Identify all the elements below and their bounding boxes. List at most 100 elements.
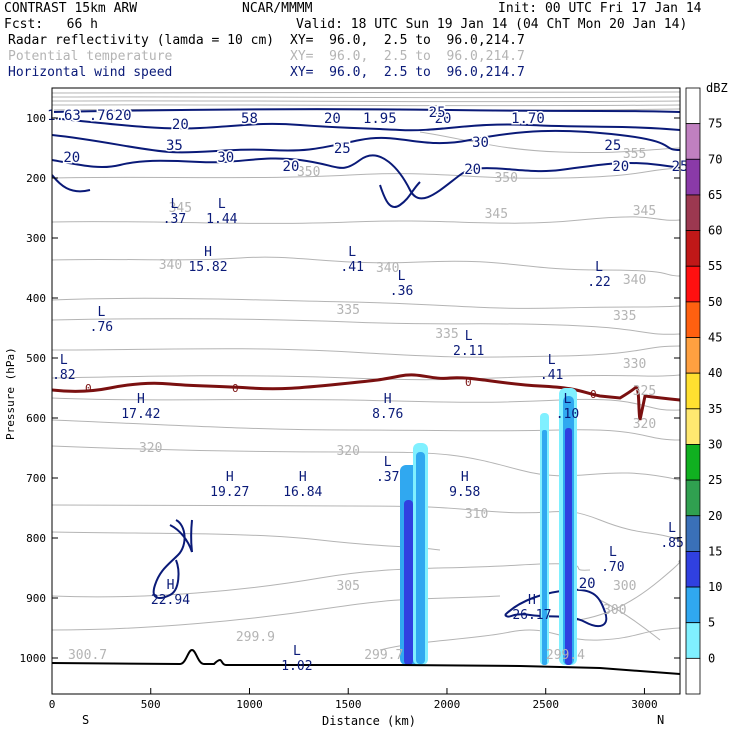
x-tick-label: 1000	[236, 698, 263, 711]
extremum-letter: H	[299, 470, 307, 485]
y-tick-label: 500	[26, 352, 46, 365]
wind-contours	[52, 108, 680, 628]
wind-label: 25	[334, 141, 351, 157]
extremum-value: .10	[556, 407, 579, 422]
y-tick-label: 700	[26, 472, 46, 485]
freezing-line	[52, 373, 680, 421]
freezing-label: 0	[590, 388, 597, 401]
wind-label: 20	[435, 111, 452, 127]
colorbar-swatch	[685, 230, 701, 267]
extremum-letter: L	[60, 353, 68, 368]
colorbar-unit: dBZ	[706, 81, 728, 95]
colorbar-label: 55	[708, 259, 722, 273]
extremum-value: 15.82	[188, 260, 227, 275]
extremum-letter: H	[204, 245, 212, 260]
extremum-value: .36	[390, 284, 413, 299]
theta-contour	[52, 318, 680, 335]
extremum-letter: L	[348, 245, 356, 260]
extremum-value: 9.58	[449, 485, 480, 500]
theta-contour	[52, 563, 591, 598]
extremum-letter: L	[668, 521, 676, 536]
extremum-letter: H	[528, 593, 536, 608]
theta-contour	[52, 96, 680, 99]
colorbar-swatch	[685, 408, 701, 445]
colorbar-label: 60	[708, 224, 722, 238]
colorbar-swatch	[685, 444, 701, 481]
extremum-value: .22	[587, 275, 610, 290]
x-tick-label: 0	[49, 698, 56, 711]
y-tick-label: 100	[26, 112, 46, 125]
extremum-value: 19.27	[210, 485, 249, 500]
extremum-letter: L	[465, 329, 473, 344]
init-time: Init: 00 UTC Fri 17 Jan 14	[498, 1, 702, 16]
extremum-value: 22.94	[151, 593, 190, 608]
wind-label: 20	[579, 576, 596, 592]
wind-contour	[504, 588, 608, 628]
colorbar-swatch	[685, 301, 701, 338]
theta-label: 300	[603, 603, 626, 618]
extremum-value: 8.76	[372, 407, 403, 422]
field-wind-name: Horizontal wind speed	[8, 65, 173, 80]
theta-label: 330	[623, 357, 646, 372]
colorbar-swatch	[685, 657, 701, 695]
colorbar-label: 45	[708, 331, 722, 345]
theta-label: 320	[139, 441, 162, 456]
reflectivity-cells	[400, 388, 577, 665]
extremum-letter: H	[167, 578, 175, 593]
wind-label: 1.95	[363, 111, 397, 127]
colorbar-label: 65	[708, 188, 722, 202]
x-tick-label: 3000	[631, 698, 658, 711]
extremum-value: .37	[163, 212, 186, 227]
wind-contour	[52, 117, 680, 132]
wind-label: 20	[324, 111, 341, 127]
model-title: CONTRAST 15km ARW	[4, 1, 138, 16]
theta-label: 320	[633, 417, 656, 432]
extremum-letter: L	[564, 392, 572, 407]
theta-contour	[52, 345, 680, 358]
theta-contour	[52, 374, 680, 381]
theta-label: 320	[336, 444, 359, 459]
y-tick-label: 600	[26, 412, 46, 425]
wind-label: 58	[241, 111, 258, 127]
theta-contour	[419, 131, 680, 154]
theta-label: 300	[613, 579, 636, 594]
x-axis-label: Distance (km)	[322, 714, 416, 728]
theta-label: 340	[376, 261, 399, 276]
theta-label: 335	[613, 309, 636, 324]
extremum-letter: L	[548, 353, 556, 368]
x-tick-label: 2000	[434, 698, 461, 711]
colorbar-swatch	[685, 479, 701, 517]
theta-contour	[52, 397, 680, 411]
theta-contour	[52, 91, 680, 94]
extremum-value: 16.84	[283, 485, 322, 500]
field-reflectivity-xy: XY= 96.0, 2.5 to 96.0,214.7	[290, 33, 525, 48]
theta-contour	[52, 419, 680, 441]
extremum-value: 17.42	[121, 407, 160, 422]
wind-label: 20	[172, 117, 189, 133]
x-tick-label: 500	[141, 698, 161, 711]
extremum-letter: L	[293, 644, 301, 659]
colorbar-swatch	[685, 622, 701, 659]
theta-label: 350	[297, 165, 320, 180]
theta-label: 299.9	[236, 630, 275, 645]
theta-contour	[599, 599, 661, 641]
freezing-level: 0 0 0 0	[52, 373, 680, 421]
y-tick-label: 400	[26, 292, 46, 305]
y-tick-label: 900	[26, 592, 46, 605]
wind-label: 30	[217, 150, 234, 166]
colorbar-label: 0	[708, 651, 715, 665]
colorbar-label: 40	[708, 366, 722, 380]
extremum-value: .85	[660, 536, 683, 551]
wind-label: 35	[166, 138, 183, 154]
theta-label: 305	[336, 579, 359, 594]
x-tick-label: 1500	[335, 698, 362, 711]
extremum-value: .70	[601, 560, 624, 575]
wind-contour	[379, 181, 421, 208]
colorbar-swatch	[685, 586, 701, 624]
extremum-value: .76	[90, 320, 113, 335]
extremum-value: .82	[52, 368, 75, 383]
y-tick-label: 800	[26, 532, 46, 545]
